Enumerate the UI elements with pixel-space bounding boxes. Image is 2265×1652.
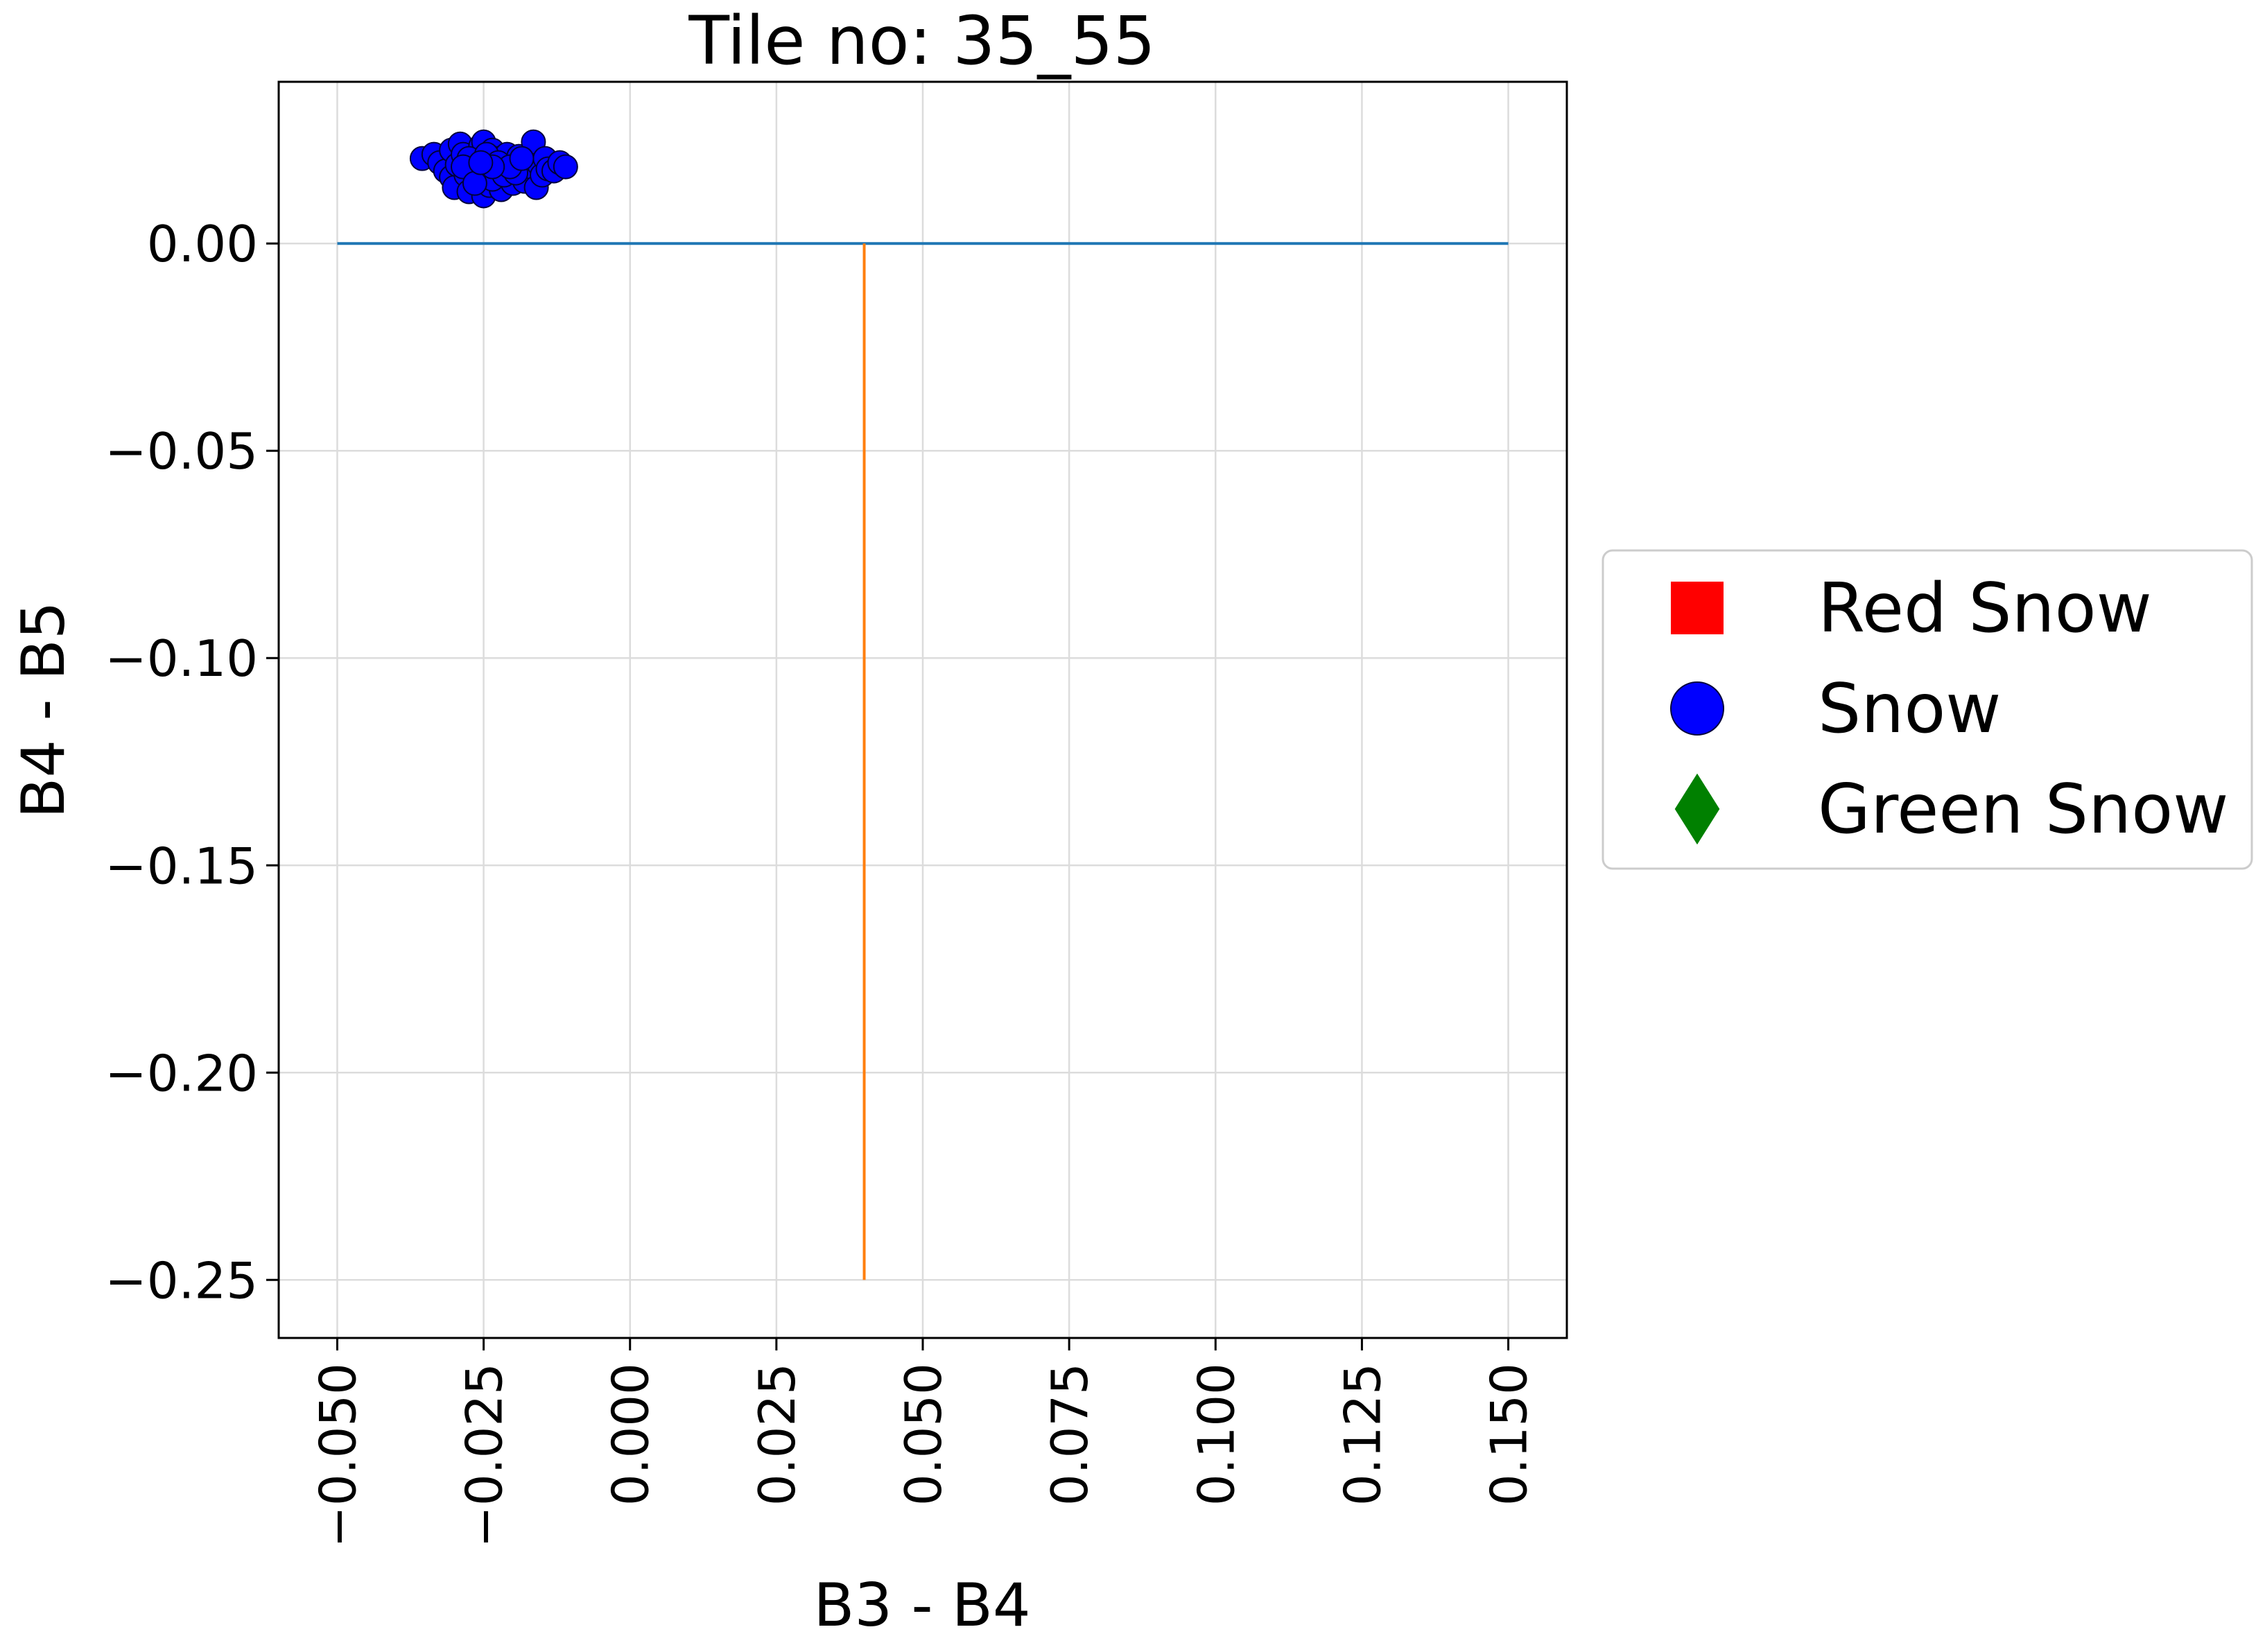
- y-tick-label: −0.20: [105, 1044, 258, 1102]
- scatter-points: [409, 129, 578, 209]
- x-tick-label: 0.125: [1333, 1363, 1391, 1506]
- y-tick-label: 0.00: [147, 215, 258, 273]
- legend-items: Red Snow Snow Green Snow: [1670, 569, 2228, 849]
- data-point: [468, 150, 494, 175]
- legend-label: Red Snow: [1818, 569, 2152, 648]
- data-point: [462, 171, 487, 196]
- x-tick-label: 0.000: [602, 1363, 660, 1506]
- x-tick-label: 0.100: [1187, 1363, 1245, 1506]
- legend-marker: [1670, 681, 1724, 736]
- chart-title: Tile no: 35_55: [688, 2, 1155, 80]
- grid-lines: [279, 82, 1567, 1338]
- x-tick-label: 0.075: [1041, 1363, 1099, 1506]
- x-tick-label: 0.150: [1480, 1363, 1538, 1506]
- legend-label: Snow: [1818, 670, 2001, 749]
- x-axis-label: B3 - B4: [813, 1571, 1030, 1640]
- y-axis-label: B4 - B5: [9, 601, 78, 818]
- legend: Red Snow Snow Green Snow: [1602, 549, 2253, 870]
- x-tick-label: 0.025: [748, 1363, 806, 1506]
- y-tick-label: −0.10: [105, 629, 258, 688]
- reference-lines: [337, 242, 1509, 1280]
- x-tick-label: 0.050: [894, 1363, 953, 1506]
- legend-box: [1602, 549, 2253, 870]
- data-point: [553, 154, 578, 180]
- data-point: [509, 146, 535, 171]
- legend-label: Green Snow: [1818, 770, 2228, 849]
- legend-marker: [1671, 582, 1724, 634]
- y-tick-label: −0.05: [105, 422, 258, 480]
- x-axis-ticks: −0.050 −0.025 0.000 0.025 0.050 0.075 0.100 0.1…: [309, 1338, 1538, 1547]
- y-tick-label: −0.25: [105, 1251, 258, 1310]
- x-tick-label: −0.025: [455, 1363, 514, 1547]
- legend-marker: [1674, 773, 1720, 845]
- y-tick-label: −0.15: [105, 837, 258, 895]
- y-axis-ticks: 0.00 −0.05 −0.10 −0.15 −0.20 −0.25: [105, 215, 279, 1310]
- x-tick-label: −0.050: [309, 1363, 367, 1547]
